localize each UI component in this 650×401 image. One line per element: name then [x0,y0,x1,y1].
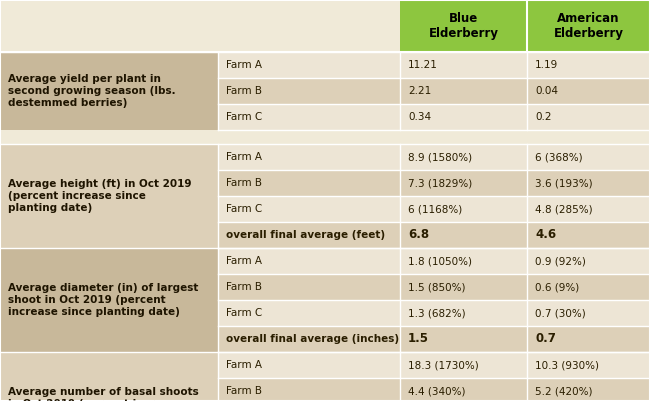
Bar [218,196,400,222]
Bar [218,104,400,130]
Text: 1.5: 1.5 [408,332,429,346]
Text: 0.7 (30%): 0.7 (30%) [535,308,586,318]
Text: Farm A: Farm A [226,60,262,70]
Bar [218,274,400,300]
Bar [0,144,218,248]
Text: 4.8 (285%): 4.8 (285%) [535,204,593,214]
Bar [218,352,400,378]
Text: 0.6 (9%): 0.6 (9%) [535,282,579,292]
Bar [400,144,527,170]
Text: Farm B: Farm B [226,386,262,396]
Bar [527,0,650,52]
Bar [400,78,527,104]
Bar [527,144,650,170]
Text: overall final average (feet): overall final average (feet) [226,230,385,240]
Text: 11.21: 11.21 [408,60,438,70]
Text: 6 (368%): 6 (368%) [535,152,582,162]
Bar [0,248,218,352]
Text: 8.9 (1580%): 8.9 (1580%) [408,152,472,162]
Text: Blue
Elderberry: Blue Elderberry [428,12,499,40]
Text: 1.5 (850%): 1.5 (850%) [408,282,465,292]
Text: Farm A: Farm A [226,256,262,266]
Bar [527,274,650,300]
Bar [527,78,650,104]
Bar [527,104,650,130]
Bar [527,52,650,78]
Text: 7.3 (1829%): 7.3 (1829%) [408,178,473,188]
Text: overall final average (inches): overall final average (inches) [226,334,399,344]
Bar [0,130,650,144]
Bar [0,352,218,401]
Bar [527,300,650,326]
Text: 0.04: 0.04 [535,86,558,96]
Bar [400,274,527,300]
Bar [218,170,400,196]
Text: 4.6: 4.6 [535,229,556,241]
Text: Average diameter (in) of largest
shoot in Oct 2019 (percent
increase since plant: Average diameter (in) of largest shoot i… [8,283,198,318]
Text: 10.3 (930%): 10.3 (930%) [535,360,599,370]
Bar [400,52,527,78]
Bar [400,326,527,352]
Text: Farm B: Farm B [226,178,262,188]
Text: Farm A: Farm A [226,152,262,162]
Text: 6 (1168%): 6 (1168%) [408,204,462,214]
Bar [527,196,650,222]
Bar [527,248,650,274]
Bar [0,0,400,52]
Text: Average yield per plant in
second growing season (lbs.
destemmed berries): Average yield per plant in second growin… [8,74,176,108]
Bar [0,52,218,130]
Bar [400,196,527,222]
Bar [400,248,527,274]
Bar [218,222,400,248]
Text: 0.9 (92%): 0.9 (92%) [535,256,586,266]
Text: 4.4 (340%): 4.4 (340%) [408,386,465,396]
Bar [400,104,527,130]
Text: 1.8 (1050%): 1.8 (1050%) [408,256,472,266]
Text: Average number of basal shoots
in Oct 2019 (percent increase
since planting date: Average number of basal shoots in Oct 20… [8,387,199,401]
Text: 2.21: 2.21 [408,86,431,96]
Bar [400,352,527,378]
Bar [400,170,527,196]
Text: 3.6 (193%): 3.6 (193%) [535,178,593,188]
Text: Farm C: Farm C [226,112,262,122]
Bar [218,78,400,104]
Text: Farm C: Farm C [226,308,262,318]
Text: 18.3 (1730%): 18.3 (1730%) [408,360,479,370]
Bar [218,144,400,170]
Bar [218,248,400,274]
Bar [527,352,650,378]
Text: Average height (ft) in Oct 2019
(percent increase since
planting date): Average height (ft) in Oct 2019 (percent… [8,178,192,213]
Bar [400,378,527,401]
Bar [400,222,527,248]
Text: Farm C: Farm C [226,204,262,214]
Text: American
Elderberry: American Elderberry [554,12,623,40]
Text: 0.34: 0.34 [408,112,431,122]
Text: 5.2 (420%): 5.2 (420%) [535,386,593,396]
Text: 1.19: 1.19 [535,60,558,70]
Bar [218,378,400,401]
Text: 1.3 (682%): 1.3 (682%) [408,308,465,318]
Bar [218,326,400,352]
Bar [218,300,400,326]
Bar [527,326,650,352]
Text: Farm A: Farm A [226,360,262,370]
Text: 0.2: 0.2 [535,112,551,122]
Bar [218,52,400,78]
Text: Farm B: Farm B [226,86,262,96]
Bar [527,222,650,248]
Bar [527,378,650,401]
Bar [400,300,527,326]
Text: 6.8: 6.8 [408,229,429,241]
Text: Farm B: Farm B [226,282,262,292]
Text: 0.7: 0.7 [535,332,556,346]
Bar [400,0,527,52]
Bar [527,170,650,196]
